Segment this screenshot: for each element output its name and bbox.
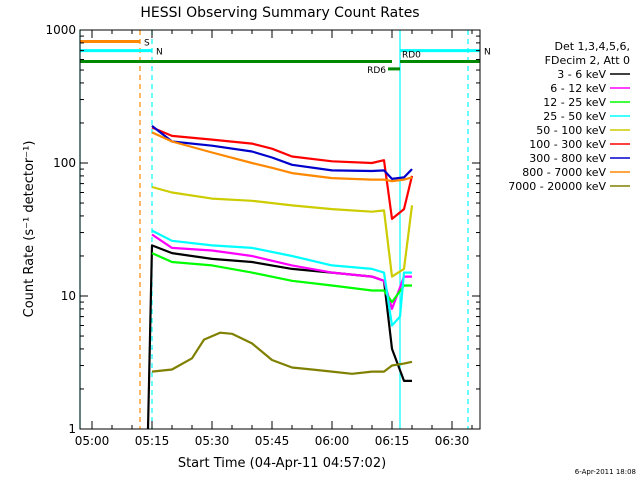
legend-label-3: 25 - 50 keV [543,110,606,123]
y-tick-label-1: 10 [61,289,76,303]
x-tick-label-2: 05:30 [195,434,230,448]
series-line-0 [146,244,412,430]
series-line-4 [151,185,414,278]
legend-label-6: 300 - 800 keV [529,152,606,165]
series-line-5 [151,126,414,220]
series-line-2 [151,252,412,304]
y-tick-label-0: 1 [68,422,76,436]
legend-header-0: Det 1,3,4,5,6, [554,40,630,53]
legend-label-5: 100 - 300 keV [529,138,606,151]
series-line-8 [151,331,413,375]
x-tick-label-0: 05:00 [75,434,110,448]
legend-label-8: 7000 - 20000 keV [508,180,606,193]
footer-timestamp: 6-Apr-2011 18:08 [575,468,636,476]
x-tick-label-5: 06:15 [375,434,410,448]
y-tick-label-3: 1000 [45,23,76,37]
y-axis-label: Count Rate (s⁻¹ detector⁻¹) [22,141,37,318]
x-axis-label: Start Time (04-Apr-11 04:57:02) [178,456,386,471]
y-tick-label-2: 100 [53,156,76,170]
x-tick-label-1: 05:15 [135,434,170,448]
series-line-6 [151,125,413,180]
x-tick-label-4: 06:00 [315,434,350,448]
legend: Det 1,3,4,5,6,FDecim 2, Att 03 - 6 keV6 … [508,40,630,193]
legend-header-1: FDecim 2, Att 0 [545,54,630,67]
flag-label-2: N [484,48,491,58]
flag-label-0: S [144,38,150,48]
legend-label-0: 3 - 6 keV [557,68,606,81]
series-line-1 [151,233,412,310]
flag-label-1: N [156,48,163,58]
flag-label-5: RD6 [367,66,386,76]
legend-label-4: 50 - 100 keV [536,124,606,137]
axes: 05:00 05:15 05:30 05:45 06:00 06:15 06:30 1 10 10… [45,23,480,448]
series-line-3 [151,229,412,327]
series-line-7 [151,131,413,183]
x-tick-label-3: 05:45 [255,434,290,448]
legend-label-2: 12 - 25 keV [543,96,606,109]
legend-label-1: 6 - 12 keV [550,82,606,95]
plot-frame [79,29,481,430]
chart-title: HESSI Observing Summary Count Rates [140,5,419,21]
flag-label-4: RD0 [402,50,421,60]
legend-label-7: 800 - 7000 keV [522,166,606,179]
x-tick-label-6: 06:30 [435,434,470,448]
